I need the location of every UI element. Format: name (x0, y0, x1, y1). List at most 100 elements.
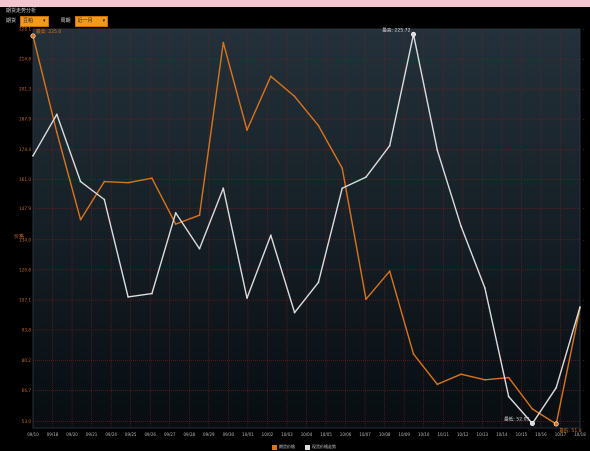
plot-border (32, 28, 581, 429)
data-point (483, 378, 486, 381)
y-tick-label: 161.0 (19, 177, 31, 182)
page-title: 期货走势分析 (6, 8, 37, 14)
legend-swatch (305, 444, 310, 450)
x-tick-label: 09/25 (125, 432, 137, 437)
x-tick-label: 10/18 (574, 432, 586, 437)
data-point (174, 212, 177, 214)
x-tick-label: 10/08 (379, 432, 391, 437)
data-point (198, 247, 201, 250)
x-tick-label: 10/07 (359, 432, 371, 437)
x-tick-label: 09/20 (66, 432, 78, 437)
data-point (269, 234, 272, 237)
y-tick-label-right: - (583, 327, 585, 332)
x-axis: 09/10 09/18 09/20 09/21 09/24 09/25 09/26 09/27… (27, 432, 586, 437)
y-tick-label-right: - (583, 358, 585, 363)
y-tick-label-right: - (583, 87, 585, 92)
series (32, 33, 581, 425)
x-tick-label: 10/03 (281, 432, 293, 437)
data-point (317, 281, 320, 284)
y-tick-label: 134.0 (19, 237, 31, 242)
y-tick-label: 66.7 (22, 388, 32, 393)
extreme-marker (529, 421, 535, 427)
legend-item-series-a[interactable]: 期货价格 (272, 444, 295, 450)
y-axis-right: - - - - - - - - - - - - - - (583, 27, 585, 424)
commodity-select-value: 豆粕 (23, 17, 34, 24)
y-tick-label-right: - (583, 117, 585, 122)
x-tick-label: 10/09 (398, 432, 410, 437)
y-tick-label-right: - (583, 27, 585, 32)
y-tick-label-right: - (583, 147, 585, 152)
extreme-marker (411, 31, 417, 37)
annotation-label: 最低: 51.8 (559, 427, 582, 434)
series-line-spot (32, 33, 581, 425)
period-label: 周期 (60, 18, 71, 24)
data-point (579, 306, 581, 308)
data-point (174, 223, 177, 226)
filter-controls: 期货 豆粕 ▾ 周期 近一月 ▾ (6, 15, 109, 27)
commodity-select[interactable]: 豆粕 ▾ (20, 15, 49, 27)
top-banner-strip (0, 0, 590, 7)
x-tick-label: 09/28 (184, 432, 196, 437)
data-point (222, 41, 225, 44)
x-tick-label: 10/04 (301, 432, 313, 437)
y-tick-label: 187.9 (19, 117, 31, 122)
data-point (507, 395, 510, 398)
data-point (531, 408, 534, 410)
period-select-value: 近一月 (77, 17, 93, 24)
y-tick-label: 214.6 (19, 57, 31, 62)
x-tick-label: 10/11 (437, 432, 449, 437)
x-tick-label: 10/16 (535, 432, 547, 437)
y-tick-label-right: - (583, 267, 585, 272)
data-point (341, 167, 344, 170)
extreme-marker (30, 33, 36, 39)
x-tick-label: 10/14 (496, 432, 508, 437)
data-point (103, 180, 106, 183)
x-tick-label: 10/06 (340, 432, 352, 437)
annotation-label: 最低: 52.03 (504, 416, 529, 423)
data-point (151, 177, 153, 180)
y-tick-label: 120.6 (19, 267, 31, 272)
y-tick-label-right: - (583, 177, 585, 182)
data-point (79, 218, 82, 221)
data-point (246, 297, 248, 299)
data-point (507, 376, 510, 379)
data-point (55, 113, 58, 116)
x-tick-label: 10/05 (320, 432, 332, 437)
x-tick-label: 09/30 (223, 432, 235, 437)
data-point (32, 154, 34, 157)
y-tick-label: 147.9 (19, 206, 31, 211)
period-select[interactable]: 近一月 ▾ (74, 15, 109, 27)
data-point (127, 181, 130, 184)
data-point (151, 292, 153, 295)
data-point (483, 287, 486, 289)
x-tick-label: 10/17 (555, 432, 567, 437)
x-tick-label: 09/18 (47, 432, 59, 437)
grid (32, 28, 581, 429)
data-point (412, 353, 415, 355)
data-point (55, 131, 58, 134)
y-tick-label-right: - (583, 237, 585, 242)
y-tick-label: 80.2 (22, 358, 32, 363)
x-tick-label: 10/10 (418, 432, 430, 437)
annotation-label: 最高: 225.72 (382, 26, 410, 33)
chevron-down-icon: ▾ (102, 17, 106, 24)
y-axis-label: 价格 (14, 233, 24, 240)
annotation-label: 最高: 225.0 (36, 28, 61, 35)
y-tick-label-right: - (583, 206, 585, 211)
commodity-label: 期货 (6, 18, 17, 24)
legend-item-series-b[interactable]: 现货价格走势 (305, 444, 336, 450)
legend-swatch (272, 444, 277, 450)
data-point (269, 75, 272, 78)
y-tick-label-right: - (583, 419, 585, 424)
x-tick-label: 10/12 (457, 432, 469, 437)
legend-label: 期货价格 (279, 444, 295, 449)
x-tick-label: 10/13 (477, 432, 489, 437)
data-point (365, 176, 367, 178)
x-tick-label: 10/02 (262, 432, 274, 437)
data-point (127, 296, 130, 298)
x-tick-label: 09/24 (105, 432, 117, 437)
x-tick-label: 09/26 (144, 432, 156, 437)
x-tick-label: 10/15 (516, 432, 528, 437)
chevron-down-icon: ▾ (43, 17, 46, 24)
